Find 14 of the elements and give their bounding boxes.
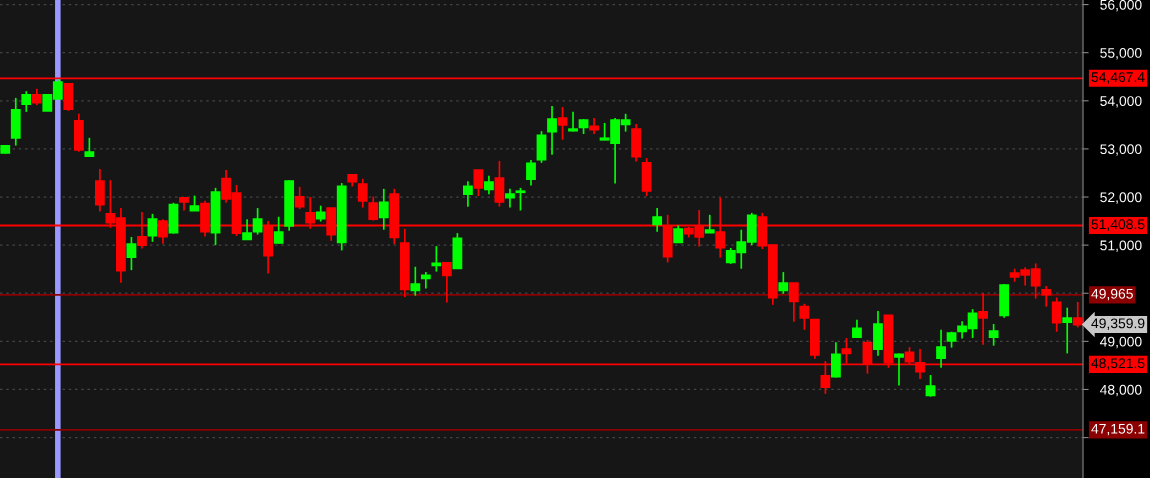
ref-line-label: 54,467.4 — [1091, 72, 1145, 84]
ref-line-label: 48,521.5 — [1091, 358, 1145, 370]
ref-line-label: 49,965 — [1091, 288, 1133, 301]
y-tick-label: 55,000 — [1100, 48, 1142, 60]
y-tick-label: 48,000 — [1099, 384, 1142, 397]
y-tick-label: 54,000 — [1100, 96, 1142, 108]
text: 49,359.9 — [1091, 318, 1145, 330]
ref-line-label: 51,408.5 — [1091, 219, 1145, 231]
y-tick-label: 52,000 — [1100, 192, 1142, 204]
y-tick-label: 53,000 — [1100, 144, 1142, 156]
y-tick-label: 51,000 — [1100, 240, 1142, 252]
y-tick-label: 56,000 — [1100, 0, 1142, 12]
ref-line-label: 47,159.1 — [1091, 423, 1145, 436]
y-tick-label: 49,000 — [1099, 336, 1142, 349]
